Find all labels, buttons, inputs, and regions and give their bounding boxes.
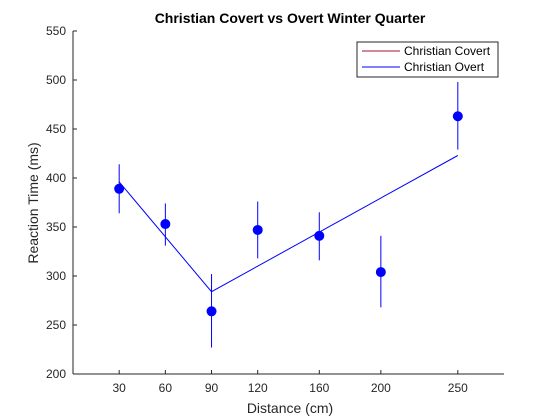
- legend: Christian Covert Christian Overt: [356, 41, 499, 78]
- y-tick-label: 500: [46, 73, 66, 87]
- data-point: [160, 219, 171, 230]
- data-point: [252, 224, 263, 235]
- x-tick-label: 160: [309, 381, 329, 395]
- data-point: [375, 267, 386, 278]
- plot-area: 30 60 90 120 160 200 250 200 250 300 350 400 450 500 5…: [46, 24, 504, 395]
- x-tick-label: 90: [205, 381, 219, 395]
- y-axis-label: Reaction Time (ms): [25, 142, 41, 263]
- data-point: [206, 306, 217, 317]
- legend-label: Christian Covert: [404, 44, 491, 58]
- x-tick-label: 250: [448, 381, 468, 395]
- chart-title: Christian Covert vs Overt Winter Quarter: [155, 10, 426, 26]
- x-axis-label: Distance (cm): [247, 400, 333, 416]
- data-point: [314, 230, 325, 241]
- y-tick-label: 400: [46, 171, 66, 185]
- x-tick-label: 30: [112, 381, 126, 395]
- y-tick-label: 450: [46, 122, 66, 136]
- x-tick-label: 120: [248, 381, 268, 395]
- y-tick-label: 250: [46, 318, 66, 332]
- y-tick-label: 550: [46, 24, 66, 38]
- data-point: [114, 183, 125, 194]
- x-tick-label: 60: [159, 381, 173, 395]
- y-tick-label: 350: [46, 220, 66, 234]
- legend-box: [356, 41, 499, 78]
- y-tick-label: 200: [46, 367, 66, 381]
- x-tick-label: 200: [371, 381, 391, 395]
- data-point: [452, 111, 463, 122]
- plot-background: [73, 31, 504, 374]
- legend-label: Christian Overt: [404, 60, 485, 74]
- y-tick-label: 300: [46, 269, 66, 283]
